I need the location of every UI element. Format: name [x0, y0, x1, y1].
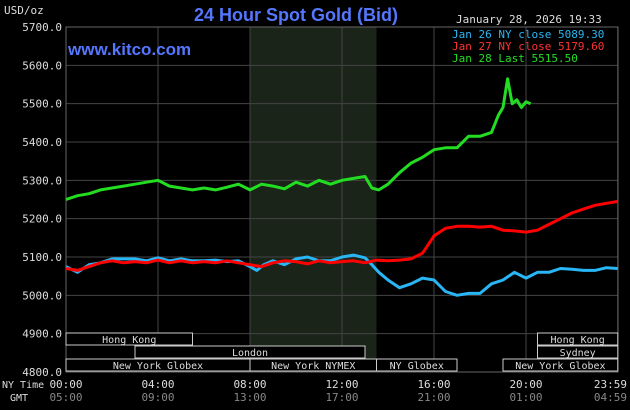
session-label: London: [232, 348, 268, 359]
ny-time-label: NY Time: [2, 380, 44, 391]
x-tick-label-ny: 12:00: [325, 378, 358, 391]
session-box: [502, 358, 619, 372]
series-layer: [65, 77, 619, 297]
legend: Jan 26 NY close 5089.30 Jan 27 NY close …: [452, 28, 604, 65]
session-box: [537, 332, 619, 346]
y-tick-label: 5400.0: [22, 136, 62, 149]
unit-label: USD/oz: [4, 4, 44, 17]
session-box: [65, 332, 193, 346]
session-label: Hong Kong: [102, 335, 156, 346]
session-label: Hong Kong: [551, 335, 605, 346]
x-tick-label-gmt: 01:00: [509, 391, 542, 404]
chart-title: 24 Hour Spot Gold (Bid): [194, 5, 398, 25]
x-tick-label-ny: 16:00: [417, 378, 450, 391]
session-label: New York Globex: [113, 361, 203, 372]
y-tick-label: 5000.0: [22, 289, 62, 302]
x-axis-ticks: 00:00 04:00 08:00 12:00 16:00 20:00 23:59 05:00…: [49, 378, 627, 404]
y-axis-ticks: 5700.0 5600.0 5500.0 5400.0 5300.0 5200.0 5100…: [22, 21, 62, 379]
x-tick-label-ny: 00:00: [49, 378, 82, 391]
website-label: www.kitco.com: [67, 40, 191, 59]
legend-jan28: Jan 28 Last 5515.50: [452, 52, 578, 65]
legend-jan27: Jan 27 NY close 5179.60: [452, 40, 604, 53]
series-line-2: [65, 77, 532, 201]
x-tick-label-ny: 04:00: [141, 378, 174, 391]
session-label: New York NYMEX: [271, 361, 355, 372]
session-box: [376, 358, 458, 372]
session-label: New York Globex: [515, 361, 605, 372]
y-tick-label: 5700.0: [22, 21, 62, 34]
session-box: [537, 345, 619, 359]
y-tick-label: 5600.0: [22, 59, 62, 72]
session-label: Sydney: [560, 348, 596, 359]
legend-jan26: Jan 26 NY close 5089.30: [452, 28, 604, 41]
y-tick-label: 4800.0: [22, 366, 62, 379]
x-tick-label-ny: 08:00: [233, 378, 266, 391]
gmt-label: GMT: [10, 393, 28, 404]
timestamp-label: January 28, 2026 19:33: [456, 13, 602, 26]
nymex-session-shade: [250, 27, 377, 372]
y-tick-label: 5300.0: [22, 174, 62, 187]
market-sessions: Hong Kong Hong Kong London Sydney New York G…: [65, 332, 619, 372]
y-tick-label: 5200.0: [22, 213, 62, 226]
x-tick-label-ny: 20:00: [509, 378, 542, 391]
x-tick-label-gmt: 21:00: [417, 391, 450, 404]
session-label: NY Globex: [390, 361, 444, 372]
y-tick-label: 5100.0: [22, 251, 62, 264]
x-tick-label-gmt: 17:00: [325, 391, 358, 404]
y-tick-label: 4900.0: [22, 328, 62, 341]
x-tick-label-gmt: 13:00: [233, 391, 266, 404]
y-tick-label: 5500.0: [22, 98, 62, 111]
x-tick-label-gmt: 04:59: [594, 391, 627, 404]
series-line-1: [65, 199, 619, 272]
x-tick-label-ny: 23:59: [594, 378, 627, 391]
x-tick-label-gmt: 09:00: [141, 391, 174, 404]
session-box: [134, 345, 366, 359]
series-line-0: [65, 253, 618, 297]
x-tick-label-gmt: 05:00: [49, 391, 82, 404]
